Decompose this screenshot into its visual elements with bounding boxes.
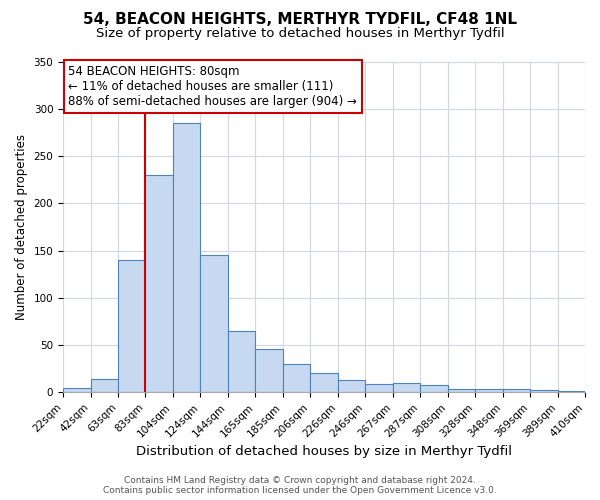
X-axis label: Distribution of detached houses by size in Merthyr Tydfil: Distribution of detached houses by size … [136, 444, 512, 458]
Text: Contains HM Land Registry data © Crown copyright and database right 2024.
Contai: Contains HM Land Registry data © Crown c… [103, 476, 497, 495]
Bar [365, 384, 392, 392]
Bar [91, 379, 118, 392]
Bar [530, 390, 557, 392]
Bar [228, 331, 256, 392]
Bar [173, 123, 200, 392]
Y-axis label: Number of detached properties: Number of detached properties [15, 134, 28, 320]
Bar [283, 364, 310, 392]
Bar [420, 385, 448, 392]
Bar [200, 256, 228, 392]
Text: 54 BEACON HEIGHTS: 80sqm
← 11% of detached houses are smaller (111)
88% of semi-: 54 BEACON HEIGHTS: 80sqm ← 11% of detach… [68, 65, 357, 108]
Text: Size of property relative to detached houses in Merthyr Tydfil: Size of property relative to detached ho… [95, 28, 505, 40]
Bar [310, 374, 338, 392]
Bar [118, 260, 145, 392]
Bar [392, 383, 420, 392]
Bar [338, 380, 365, 392]
Text: 54, BEACON HEIGHTS, MERTHYR TYDFIL, CF48 1NL: 54, BEACON HEIGHTS, MERTHYR TYDFIL, CF48… [83, 12, 517, 28]
Bar [63, 388, 91, 392]
Bar [503, 388, 530, 392]
Bar [475, 388, 503, 392]
Bar [448, 388, 475, 392]
Bar [256, 349, 283, 393]
Bar [145, 175, 173, 392]
